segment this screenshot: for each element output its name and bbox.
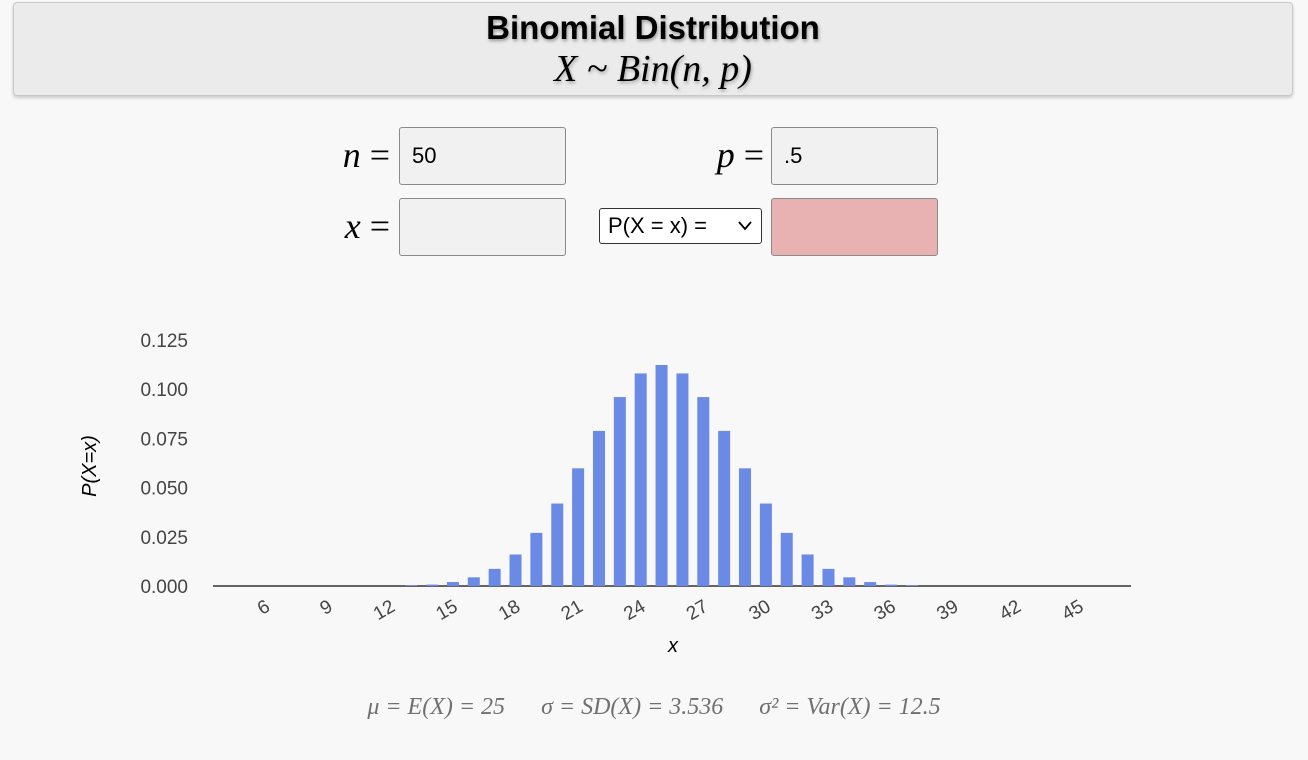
x-tick-label: 6 (254, 596, 274, 619)
bar (634, 373, 647, 586)
x-axis-label: x (667, 635, 679, 657)
bar (530, 532, 543, 586)
x-tick-label: 30 (746, 596, 775, 625)
bar (822, 568, 835, 586)
x-axis: 6 9 12 15 18 21 24 27 30 33 36 39 42 45 (213, 585, 1131, 625)
bar (613, 397, 626, 586)
bar (864, 582, 877, 586)
bar (905, 585, 918, 586)
bar (759, 503, 772, 586)
x-label: x = (344, 206, 390, 246)
summary-statistics: μ = E(X) = 25 σ = SD(X) = 3.536 σ² = Var(X… (0, 694, 1308, 721)
x-tick-label: 36 (871, 596, 900, 625)
bar (801, 554, 814, 586)
mean-stat: μ = E(X) = 25 (367, 694, 506, 720)
bar (718, 430, 731, 586)
bar (405, 585, 418, 586)
x-tick-label: 45 (1059, 596, 1088, 625)
probability-result-field[interactable] (771, 198, 938, 256)
bar (488, 568, 501, 586)
probability-type-select[interactable]: P(X = x) = (599, 208, 762, 244)
x-tick-label: 27 (683, 596, 712, 625)
x-tick-label: 21 (558, 596, 587, 625)
probability-type-label: P(X = x) = (608, 213, 708, 238)
n-input[interactable] (399, 127, 566, 185)
chevron-down-icon (737, 209, 753, 256)
bar (572, 468, 585, 586)
bar (676, 373, 689, 586)
bar (780, 532, 793, 586)
y-axis: 0.000 0.025 0.050 0.075 0.100 0.125 (140, 331, 188, 598)
sd-stat: σ = SD(X) = 3.536 (541, 694, 724, 720)
x-tick-label: 18 (495, 596, 524, 625)
bar (739, 468, 752, 586)
bar (551, 503, 564, 586)
y-tick-label: 0.100 (140, 380, 188, 401)
bar (843, 577, 856, 586)
bar (592, 430, 605, 586)
x-tick-label: 9 (317, 596, 337, 619)
p-label: p = (716, 135, 764, 175)
variance-stat: σ² = Var(X) = 12.5 (759, 694, 941, 720)
bar (697, 397, 710, 586)
bar (509, 554, 522, 586)
x-tick-label: 42 (996, 596, 1025, 625)
x-tick-label: 24 (620, 596, 649, 625)
header-panel: Binomial Distribution X ~ Bin(n, p) (13, 2, 1293, 96)
x-tick-label: 12 (370, 596, 399, 625)
x-input[interactable] (399, 198, 566, 256)
p-input[interactable] (771, 127, 938, 185)
y-axis-label: P(X=x) (79, 435, 101, 497)
page-title: Binomial Distribution (486, 9, 820, 46)
x-tick-label: 33 (808, 596, 837, 625)
x-tick-label: 15 (433, 596, 462, 625)
y-tick-label: 0.125 (140, 331, 188, 352)
y-tick-label: 0.000 (140, 577, 188, 598)
bar (885, 584, 898, 586)
y-tick-label: 0.050 (140, 479, 188, 500)
bar (446, 582, 459, 586)
bar-series (405, 364, 918, 586)
bar (655, 364, 668, 586)
y-tick-label: 0.025 (140, 528, 188, 549)
bar (426, 584, 439, 586)
binomial-bar-chart: 0.000 0.025 0.050 0.075 0.100 0.125 6 9 12 15 18 2… (79, 331, 1131, 657)
n-label: n = (342, 135, 390, 175)
x-tick-label: 39 (933, 596, 962, 625)
bar (467, 577, 480, 586)
y-tick-label: 0.075 (140, 429, 188, 450)
distribution-notation: X ~ Bin(n, p) (554, 48, 752, 90)
